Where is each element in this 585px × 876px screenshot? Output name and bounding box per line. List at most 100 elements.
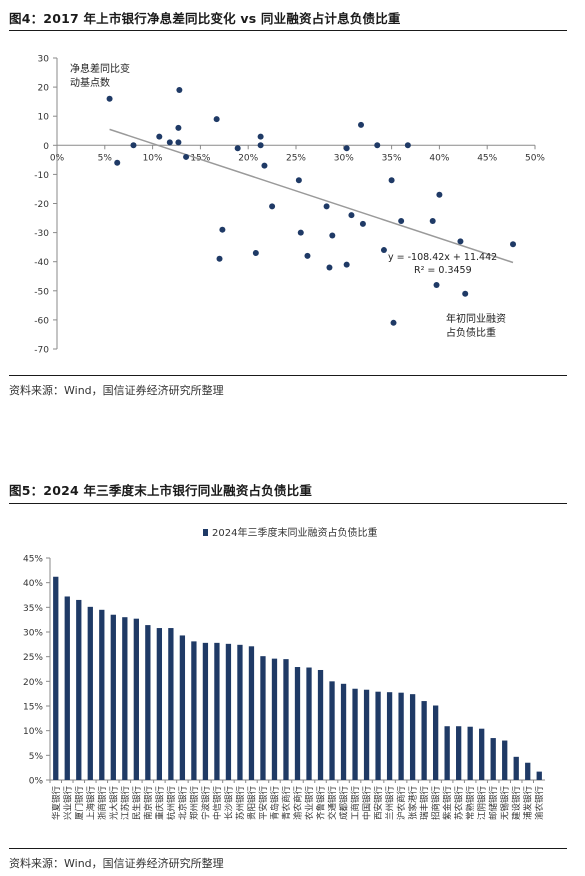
bar — [283, 659, 289, 780]
x-tick-label: 邮储银行 — [488, 786, 499, 821]
x-tick-label: 浙商银行 — [97, 786, 108, 821]
y-tick-label: -10 — [34, 171, 49, 181]
scatter-chart: 30 20 10 0 -10 -20 -30 -40 -50 -60 -70 0% 5% 10% 15% 20… — [34, 55, 545, 356]
bar — [456, 726, 462, 780]
scatter-point — [429, 217, 436, 224]
y-tick-label: 30 — [38, 55, 50, 65]
x-tick-label: 0% — [50, 153, 65, 163]
y-tick-label: -70 — [34, 346, 49, 356]
bar — [87, 606, 93, 780]
bar — [329, 681, 335, 780]
bar — [502, 740, 508, 780]
x-tick-label: 北京银行 — [177, 786, 188, 821]
x-tick-label: 45% — [477, 153, 497, 163]
y-tick-label: 25% — [23, 653, 43, 663]
x-tick-label: 光大银行 — [108, 786, 119, 821]
scatter-point — [183, 153, 190, 160]
scatter-point — [348, 212, 355, 219]
bar — [179, 635, 186, 780]
scatter-point — [156, 133, 163, 140]
x-tick-label: 浦发银行 — [523, 786, 534, 821]
bar — [432, 705, 439, 780]
scatter-point — [510, 241, 517, 248]
x-tick-label: 渝农银行 — [534, 786, 545, 821]
bar — [479, 728, 485, 780]
scatter-point — [297, 229, 304, 236]
scatter-point — [374, 142, 381, 149]
trendline — [109, 128, 514, 264]
y-tick-label: 10 — [38, 113, 50, 123]
bar-chart: 2024年三季度末同业融资占负债比重 0% 5% 10% 15% 20% 25% 30% 35%… — [23, 526, 545, 821]
scatter-point — [390, 319, 397, 326]
x-tick-label: 兴业银行 — [62, 786, 73, 821]
x-tick-label: 25% — [286, 153, 306, 163]
x-tick-label: 工商银行 — [350, 786, 361, 821]
scatter-point — [359, 220, 366, 227]
scatter-point — [261, 162, 268, 169]
x-tick-label: 民生银行 — [131, 786, 142, 821]
bar — [122, 617, 128, 780]
scatter-point — [343, 145, 350, 152]
x-tick-label: 15% — [190, 153, 210, 163]
x-tick-label: 沪农商行 — [396, 786, 407, 821]
scatter-point — [252, 249, 259, 256]
bar — [133, 618, 139, 780]
bar — [363, 689, 370, 780]
y-tick-label: 15% — [23, 703, 43, 713]
y-tick-label: 20% — [23, 678, 43, 688]
x-tick-label: 中国银行 — [362, 786, 373, 821]
trendline-r-squared: R² = 0.3459 — [414, 265, 472, 276]
scatter-point — [326, 264, 333, 271]
x-tick-label: 苏农银行 — [454, 786, 465, 821]
scatter-point — [323, 203, 330, 210]
y-tick-label: 0% — [29, 777, 44, 787]
figure5-bottom-rule — [9, 848, 567, 849]
bar — [110, 614, 116, 780]
bar — [260, 656, 266, 780]
bar — [340, 683, 347, 780]
bar — [99, 609, 105, 780]
scatter-point — [436, 191, 443, 198]
x-tick-label: 40% — [429, 153, 449, 163]
scatter-point — [257, 142, 264, 149]
bar — [467, 726, 473, 780]
bar — [271, 658, 278, 780]
x-tick-label: 兰州银行 — [385, 786, 396, 821]
x-tick-label: 交通银行 — [327, 786, 338, 821]
scatter-point — [234, 145, 241, 152]
bar — [375, 691, 381, 780]
scatter-point — [388, 177, 395, 184]
bar — [536, 771, 542, 780]
y-tick-label: 20 — [38, 84, 50, 94]
scatter-point — [343, 261, 350, 268]
scatter-point — [176, 87, 183, 94]
bar — [513, 756, 519, 780]
scatter-point — [216, 255, 223, 262]
scatter-point — [269, 203, 276, 210]
scatter-point — [462, 290, 469, 297]
y-tick-label: 10% — [23, 727, 43, 737]
scatter-point — [329, 232, 336, 239]
scatter-point — [175, 124, 182, 131]
figure4-source: 资料来源：Wind，国信证券经济研究所整理 — [9, 384, 224, 397]
scatter-point — [457, 238, 464, 245]
figure4-title: 图4：2017 年上市银行净息差同比变化 vs 同业融资占计息负债比重 — [9, 11, 401, 26]
y-tick-label: -60 — [34, 316, 49, 326]
bar — [294, 667, 301, 780]
bar — [421, 701, 427, 780]
y-tick-label: 5% — [29, 752, 44, 762]
scatter-point — [295, 177, 302, 184]
scatter-point — [213, 116, 220, 123]
x-tick-label: 厦门银行 — [74, 786, 85, 821]
y-tick-label: -50 — [34, 287, 49, 297]
x-tick-label: 瑞丰银行 — [419, 786, 430, 821]
x-tick-label: 华夏银行 — [51, 786, 62, 821]
bar — [53, 576, 59, 780]
y-tick-label: 40% — [23, 579, 43, 589]
x-tick-label: 30% — [334, 153, 354, 163]
bar — [145, 625, 151, 780]
scatter-point — [219, 226, 226, 233]
bar — [64, 596, 70, 780]
x-tick-label: 20% — [238, 153, 258, 163]
x-tick-label: 成都银行 — [339, 786, 350, 821]
